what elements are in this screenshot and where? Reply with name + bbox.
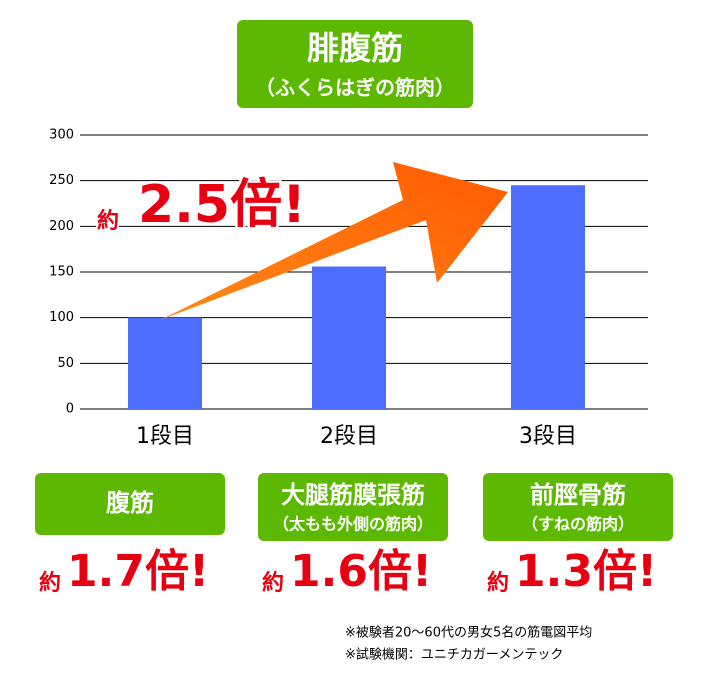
footnote: ※試験機関：ユニチカガーメンテック — [345, 647, 563, 663]
bar — [128, 317, 202, 409]
panel-box — [258, 473, 448, 541]
panel-ratio: 1.7倍! — [67, 546, 209, 597]
y-tick-label: 200 — [49, 219, 74, 234]
y-tick-label: 300 — [49, 128, 74, 143]
panel-ratio: 1.3倍! — [515, 546, 657, 597]
y-tick-label: 100 — [49, 310, 74, 325]
bar — [312, 266, 386, 409]
panel-title: 腹筋 — [106, 489, 154, 517]
panel-prefix: 約 — [487, 570, 509, 596]
footnote: ※被験者20～60代の男女5名の筋電図平均 — [345, 625, 592, 641]
plot-area: 0 50 100 150 200 250 300 1段目 2段目 3段目 — [49, 128, 648, 449]
annotation-prefix: 約 — [97, 208, 119, 234]
panel-box — [483, 473, 673, 541]
y-tick-label: 0 — [66, 402, 74, 417]
panel-prefix: 約 — [262, 570, 284, 596]
growth-arrow — [160, 162, 508, 320]
x-tick-label: 2段目 — [320, 424, 378, 449]
title-box — [237, 20, 473, 108]
panel-title: 大腿筋膜張筋 — [281, 481, 425, 509]
chart-subtitle: （ふくらはぎの筋肉） — [255, 76, 455, 100]
bar — [511, 185, 585, 409]
x-tick-label: 1段目 — [136, 424, 194, 449]
panel-subtitle: （すねの筋肉） — [522, 515, 634, 534]
panel-box — [35, 473, 225, 535]
chart-title: 腓腹筋 — [307, 29, 403, 67]
panel-title: 前脛骨筋 — [530, 481, 626, 509]
panel-prefix: 約 — [39, 570, 61, 596]
panels: 腹筋約 1.7倍!大腿筋膜張筋（太もも外側の筋肉）約 1.6倍!前脛骨筋（すねの筋肉… — [35, 473, 673, 597]
y-tick-label: 250 — [49, 173, 74, 188]
y-tick-label: 50 — [57, 356, 74, 371]
panel-ratio: 1.6倍! — [290, 546, 432, 597]
panel-subtitle: （太もも外側の筋肉） — [273, 515, 433, 534]
annotation: 2.5倍! — [138, 175, 306, 235]
x-tick-label: 3段目 — [519, 424, 577, 449]
y-tick-label: 150 — [49, 265, 74, 280]
